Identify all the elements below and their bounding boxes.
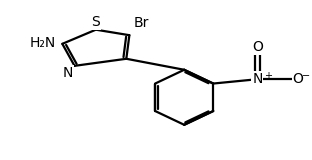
Text: S: S xyxy=(91,15,100,29)
Text: −: − xyxy=(301,71,310,81)
Text: Br: Br xyxy=(134,16,149,30)
Text: N: N xyxy=(252,72,262,86)
Text: O: O xyxy=(292,72,303,86)
Text: +: + xyxy=(264,71,272,81)
Text: H₂N: H₂N xyxy=(29,36,56,50)
Text: O: O xyxy=(252,40,263,54)
Text: N: N xyxy=(63,66,73,80)
